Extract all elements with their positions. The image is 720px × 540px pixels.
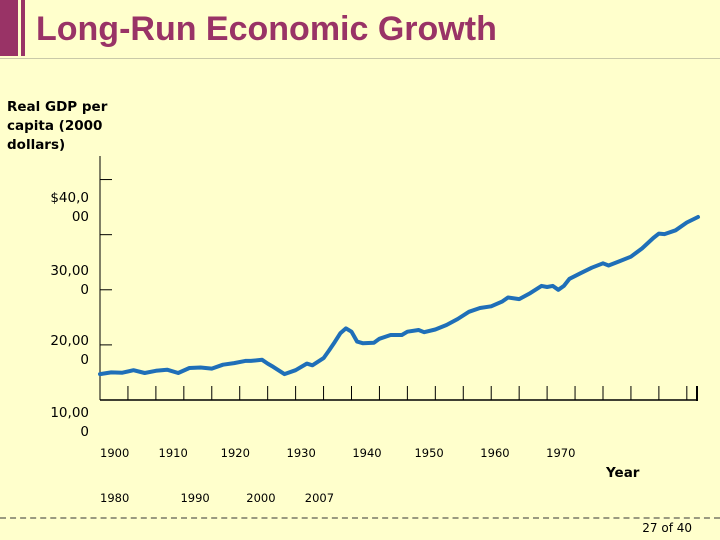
y-axis-label: Real GDP per capita (2000 dollars) (7, 99, 108, 153)
y-tick-label-20000: 20,00 0 (50, 333, 89, 368)
x-tick-labels-row2: 1980 1990 2000 2007 (100, 491, 335, 505)
footer-divider (0, 517, 720, 519)
x-axis-label: Year (606, 465, 640, 481)
x-tick-labels: 1900 1910 1920 1930 1940 1950 1960 1970 … (100, 416, 660, 521)
series-line-gdp-per-capita (98, 215, 700, 377)
title-divider (0, 58, 720, 59)
title-accent-stripe (21, 0, 25, 56)
y-tick-label-40000: $40,0 00 (50, 190, 89, 225)
page-number: 27 of 40 (642, 521, 692, 535)
y-tick-label-30000: 30,00 0 (50, 263, 89, 298)
y-tick-label-10000: 10,00 0 (50, 405, 89, 440)
x-tick-labels-row1: 1900 1910 1920 1930 1940 1950 1960 1970 (100, 446, 576, 460)
slide-title: Long-Run Economic Growth (36, 10, 497, 48)
title-accent-bar (0, 0, 18, 56)
